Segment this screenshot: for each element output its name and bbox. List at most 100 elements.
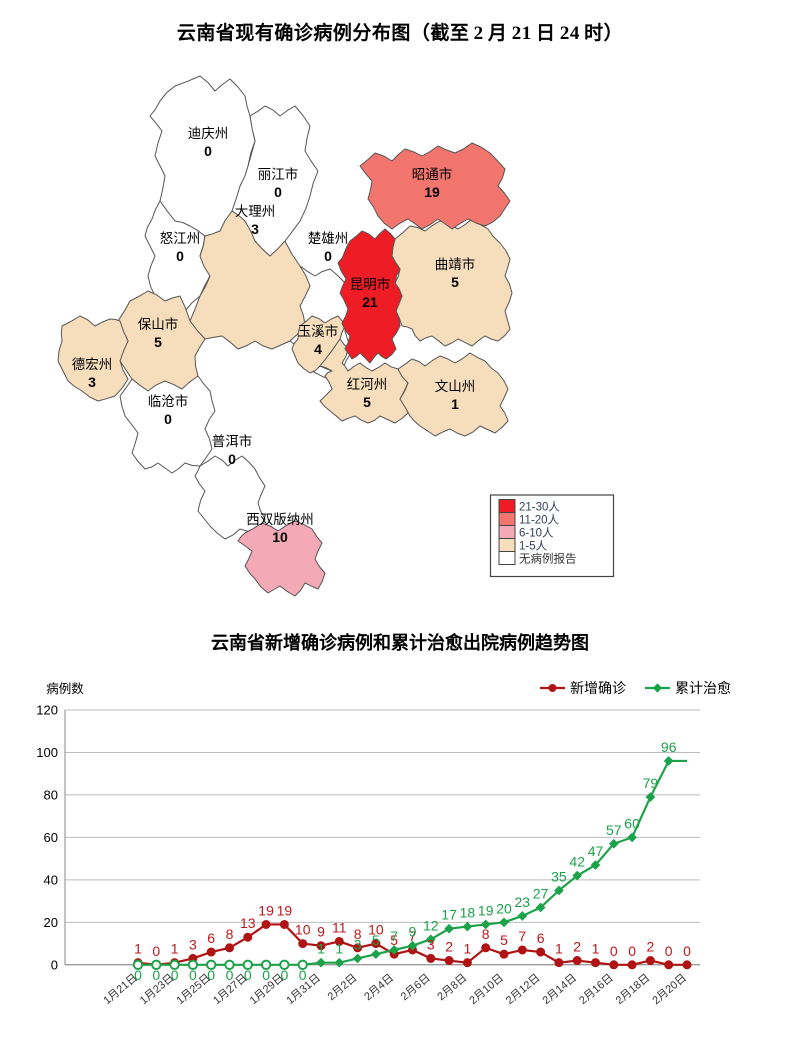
svg-text:60: 60 <box>624 815 640 831</box>
svg-text:8: 8 <box>226 926 234 942</box>
svg-text:怒江州: 怒江州 <box>160 231 201 246</box>
svg-text:19: 19 <box>478 903 494 919</box>
svg-text:13: 13 <box>240 915 256 931</box>
svg-text:20: 20 <box>496 900 512 916</box>
svg-text:0: 0 <box>228 451 236 467</box>
svg-text:21-30人: 21-30人 <box>519 501 560 514</box>
svg-text:玉溪市: 玉溪市 <box>298 323 339 339</box>
svg-text:2月20日: 2月20日 <box>650 972 689 1007</box>
svg-text:3: 3 <box>189 936 197 952</box>
svg-text:19: 19 <box>277 903 293 919</box>
svg-text:17: 17 <box>441 907 457 923</box>
svg-text:6: 6 <box>207 930 215 946</box>
svg-text:60: 60 <box>44 830 58 845</box>
svg-text:德宏州: 德宏州 <box>72 357 113 372</box>
svg-text:10: 10 <box>272 529 288 545</box>
svg-text:5: 5 <box>154 334 162 350</box>
svg-text:曲靖市: 曲靖市 <box>435 256 476 272</box>
svg-text:3: 3 <box>427 936 435 952</box>
svg-text:1: 1 <box>464 941 472 957</box>
svg-text:9: 9 <box>317 924 325 940</box>
svg-text:2月18日: 2月18日 <box>614 972 653 1007</box>
svg-text:21: 21 <box>362 294 378 310</box>
svg-text:100: 100 <box>36 745 58 760</box>
svg-text:11-20人: 11-20人 <box>519 514 560 527</box>
svg-text:6: 6 <box>537 930 545 946</box>
svg-text:42: 42 <box>569 854 585 870</box>
svg-text:5: 5 <box>363 394 371 410</box>
svg-text:80: 80 <box>44 787 58 802</box>
svg-text:0: 0 <box>152 943 160 959</box>
svg-text:1-5人: 1-5人 <box>519 540 548 553</box>
svg-text:1: 1 <box>555 941 563 957</box>
svg-text:11: 11 <box>332 919 347 935</box>
svg-text:7: 7 <box>390 928 398 944</box>
svg-text:27: 27 <box>533 886 549 902</box>
svg-text:2: 2 <box>573 939 581 955</box>
svg-text:1: 1 <box>592 941 600 957</box>
svg-text:5: 5 <box>451 274 459 290</box>
svg-text:0: 0 <box>683 943 691 959</box>
svg-text:保山市: 保山市 <box>138 316 179 332</box>
svg-text:2月12日: 2月12日 <box>504 972 543 1007</box>
svg-text:普洱市: 普洱市 <box>212 433 253 449</box>
svg-text:4: 4 <box>314 341 322 357</box>
svg-text:昆明市: 昆明市 <box>350 276 391 292</box>
svg-text:79: 79 <box>643 775 659 791</box>
svg-text:西双版纳州: 西双版纳州 <box>246 512 314 527</box>
svg-text:3: 3 <box>88 374 96 390</box>
svg-text:35: 35 <box>551 869 567 885</box>
svg-text:病例数: 病例数 <box>46 681 84 696</box>
svg-text:0: 0 <box>324 248 332 264</box>
svg-text:8: 8 <box>482 926 490 942</box>
svg-text:0: 0 <box>274 184 282 200</box>
svg-text:2月2日: 2月2日 <box>326 972 360 1003</box>
svg-text:20: 20 <box>44 915 58 930</box>
svg-text:新增确诊: 新增确诊 <box>570 680 626 696</box>
svg-text:57: 57 <box>606 822 622 838</box>
svg-text:47: 47 <box>588 843 604 859</box>
svg-text:120: 120 <box>36 703 58 718</box>
svg-text:0: 0 <box>665 943 673 959</box>
svg-text:5: 5 <box>372 932 380 948</box>
svg-text:昭通市: 昭通市 <box>412 166 453 182</box>
svg-text:楚雄州: 楚雄州 <box>308 231 349 246</box>
svg-text:3: 3 <box>251 221 259 237</box>
svg-text:0: 0 <box>628 943 636 959</box>
svg-text:40: 40 <box>44 872 58 887</box>
svg-text:1: 1 <box>451 396 459 412</box>
svg-text:2: 2 <box>647 939 655 955</box>
svg-text:7: 7 <box>518 928 526 944</box>
svg-text:2: 2 <box>445 939 453 955</box>
svg-text:0: 0 <box>204 143 212 159</box>
svg-text:文山州: 文山州 <box>435 379 476 394</box>
svg-text:96: 96 <box>661 739 677 755</box>
svg-text:2月6日: 2月6日 <box>399 972 433 1003</box>
svg-text:9: 9 <box>409 924 417 940</box>
svg-text:红河州: 红河州 <box>347 377 388 392</box>
svg-text:0: 0 <box>176 248 184 264</box>
svg-text:临沧市: 临沧市 <box>148 393 189 409</box>
svg-text:迪庆州: 迪庆州 <box>188 126 229 141</box>
svg-text:2月4日: 2月4日 <box>362 972 396 1003</box>
svg-text:10: 10 <box>295 922 311 938</box>
svg-text:3: 3 <box>354 936 362 952</box>
svg-text:累计治愈: 累计治愈 <box>675 680 731 696</box>
svg-text:0: 0 <box>51 957 58 972</box>
svg-text:2月14日: 2月14日 <box>540 972 579 1007</box>
svg-text:19: 19 <box>258 903 274 919</box>
svg-text:5: 5 <box>500 932 508 948</box>
svg-text:0: 0 <box>610 943 618 959</box>
svg-text:1: 1 <box>171 941 179 957</box>
svg-text:2月10日: 2月10日 <box>467 972 506 1007</box>
svg-text:1: 1 <box>317 941 325 957</box>
svg-text:0: 0 <box>164 411 172 427</box>
svg-text:19: 19 <box>424 184 440 200</box>
svg-text:12: 12 <box>423 917 439 933</box>
svg-text:23: 23 <box>515 894 531 910</box>
svg-text:6-10人: 6-10人 <box>519 527 554 540</box>
svg-text:无病例报告: 无病例报告 <box>519 552 577 566</box>
svg-text:2月16日: 2月16日 <box>577 972 616 1007</box>
svg-text:1: 1 <box>335 941 343 957</box>
svg-text:1: 1 <box>134 941 142 957</box>
